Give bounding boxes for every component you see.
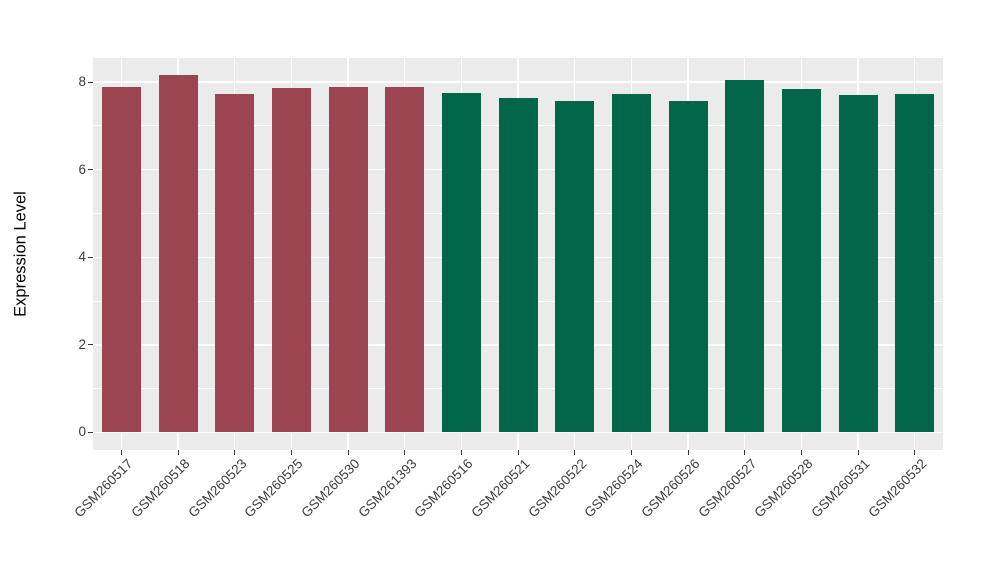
bar-GSM260522 <box>555 100 595 433</box>
x-tick <box>914 450 916 455</box>
x-tick <box>177 450 179 455</box>
x-tick <box>460 450 462 455</box>
x-tick <box>630 450 632 455</box>
bar-GSM260518 <box>158 75 198 433</box>
bar-GSM260532 <box>895 94 935 433</box>
bar-GSM260525 <box>271 88 311 433</box>
bar-GSM260528 <box>781 88 821 433</box>
x-tick <box>290 450 292 455</box>
y-tick-label: 6 <box>78 161 86 177</box>
bar-GSM260530 <box>328 86 368 433</box>
x-tick <box>517 450 519 455</box>
bar-GSM260517 <box>101 86 141 433</box>
y-tick <box>88 344 93 346</box>
x-tick <box>744 450 746 455</box>
x-tick-label: GSM260517 <box>71 456 136 521</box>
bar-GSM260527 <box>725 80 765 433</box>
x-tick <box>857 450 859 455</box>
y-tick-label: 4 <box>78 249 86 265</box>
bar-GSM260516 <box>441 92 481 433</box>
y-tick <box>88 256 93 258</box>
bar-GSM260523 <box>215 93 255 433</box>
x-tick <box>234 450 236 455</box>
x-tick <box>120 450 122 455</box>
x-tick <box>687 450 689 455</box>
bar-GSM261393 <box>385 87 425 433</box>
x-tick <box>404 450 406 455</box>
plot-panel <box>93 58 943 450</box>
y-tick <box>88 431 93 433</box>
x-tick <box>347 450 349 455</box>
y-tick-label: 0 <box>78 424 86 440</box>
bar-GSM260531 <box>838 94 878 433</box>
bar-GSM260524 <box>611 93 651 433</box>
y-tick-label: 2 <box>78 336 86 352</box>
bar-GSM260526 <box>668 101 708 433</box>
bar-GSM260521 <box>498 97 538 433</box>
y-tick <box>88 81 93 83</box>
x-tick <box>800 450 802 455</box>
x-tick <box>574 450 576 455</box>
y-tick <box>88 169 93 171</box>
y-axis-title: Expression Level <box>11 191 30 317</box>
y-tick-label: 8 <box>78 74 86 90</box>
